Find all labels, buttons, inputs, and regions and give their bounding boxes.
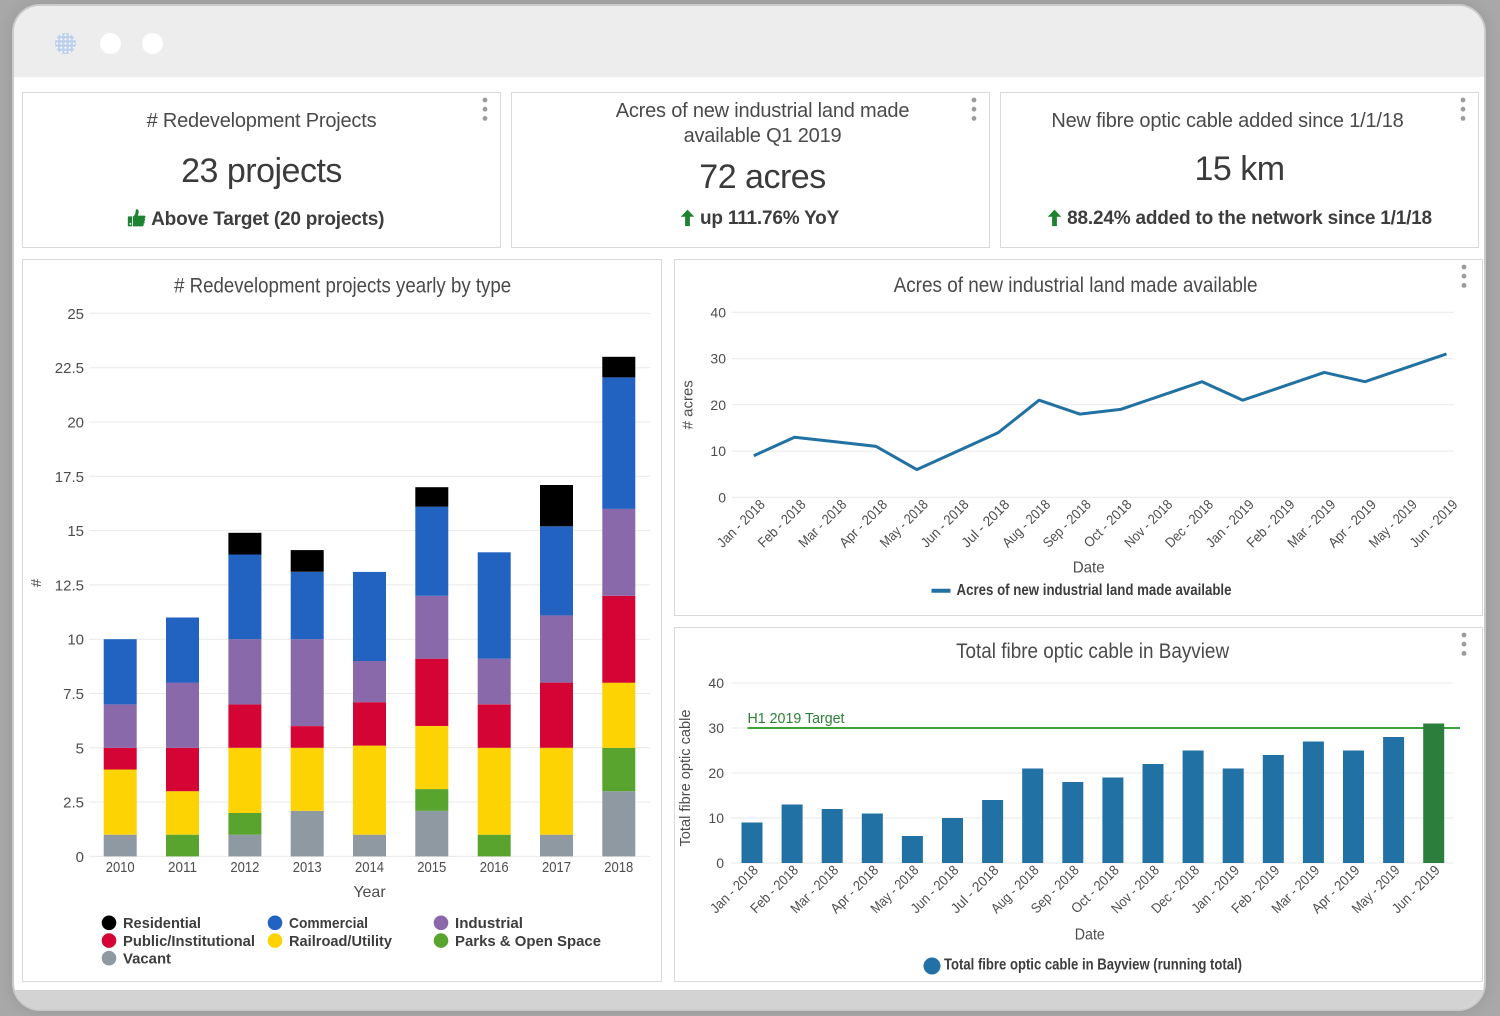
svg-text:Residential: Residential	[123, 915, 201, 932]
svg-text:22.5: 22.5	[55, 360, 84, 377]
svg-text:Railroad/Utility: Railroad/Utility	[289, 933, 393, 950]
svg-text:20: 20	[67, 415, 84, 432]
svg-text:Date: Date	[1075, 926, 1105, 943]
svg-text:2013: 2013	[293, 859, 322, 876]
svg-text:20: 20	[708, 765, 724, 781]
svg-text:5: 5	[76, 740, 84, 757]
svg-text:Total fibre optic cable in Bay: Total fibre optic cable in Bayview (runn…	[944, 957, 1242, 974]
svg-text:20: 20	[710, 397, 726, 413]
svg-text:40: 40	[710, 304, 726, 320]
svg-text:2012: 2012	[230, 859, 259, 876]
svg-text:10: 10	[708, 810, 724, 826]
svg-text:2016: 2016	[480, 859, 509, 876]
svg-text:17.5: 17.5	[55, 469, 84, 486]
svg-text:Total fibre optic cable in Bay: Total fibre optic cable in Bayview	[956, 640, 1230, 663]
svg-text:# Redevelopment projects yearl: # Redevelopment projects yearly by type	[174, 275, 511, 298]
svg-text:2014: 2014	[355, 859, 384, 876]
svg-text:Vacant: Vacant	[123, 950, 171, 967]
svg-text:# acres: # acres	[680, 380, 697, 429]
svg-text:Total fibre optic cable: Total fibre optic cable	[677, 710, 694, 847]
svg-text:Acres of new industrial land m: Acres of new industrial land made availa…	[894, 274, 1258, 297]
svg-text:0: 0	[716, 855, 724, 871]
svg-text:7.5: 7.5	[63, 686, 84, 703]
svg-text:Acres of new industrial land m: Acres of new industrial land made availa…	[957, 582, 1232, 599]
svg-text:25: 25	[67, 306, 84, 323]
svg-text:2.5: 2.5	[63, 795, 84, 812]
svg-text:10: 10	[710, 443, 726, 459]
svg-text:30: 30	[708, 720, 724, 736]
svg-text:Public/Institutional: Public/Institutional	[123, 933, 255, 950]
svg-text:0: 0	[718, 489, 726, 505]
svg-text:2011: 2011	[168, 859, 197, 876]
svg-text:10: 10	[67, 632, 84, 649]
svg-text:#: #	[28, 578, 45, 587]
svg-text:0: 0	[76, 849, 84, 866]
svg-text:30: 30	[710, 351, 726, 367]
svg-text:2015: 2015	[417, 859, 446, 876]
svg-text:15: 15	[67, 523, 84, 540]
svg-text:2017: 2017	[542, 859, 571, 876]
svg-text:H1 2019 Target: H1 2019 Target	[748, 710, 846, 727]
svg-text:2018: 2018	[604, 859, 633, 876]
svg-text:Commercial: Commercial	[289, 915, 368, 932]
svg-text:12.5: 12.5	[55, 577, 84, 594]
svg-text:Date: Date	[1073, 560, 1105, 577]
svg-text:Year: Year	[353, 884, 386, 901]
svg-text:Parks & Open Space: Parks & Open Space	[455, 933, 601, 950]
svg-text:40: 40	[708, 675, 724, 691]
svg-text:2010: 2010	[106, 859, 135, 876]
svg-text:Industrial: Industrial	[455, 915, 523, 932]
